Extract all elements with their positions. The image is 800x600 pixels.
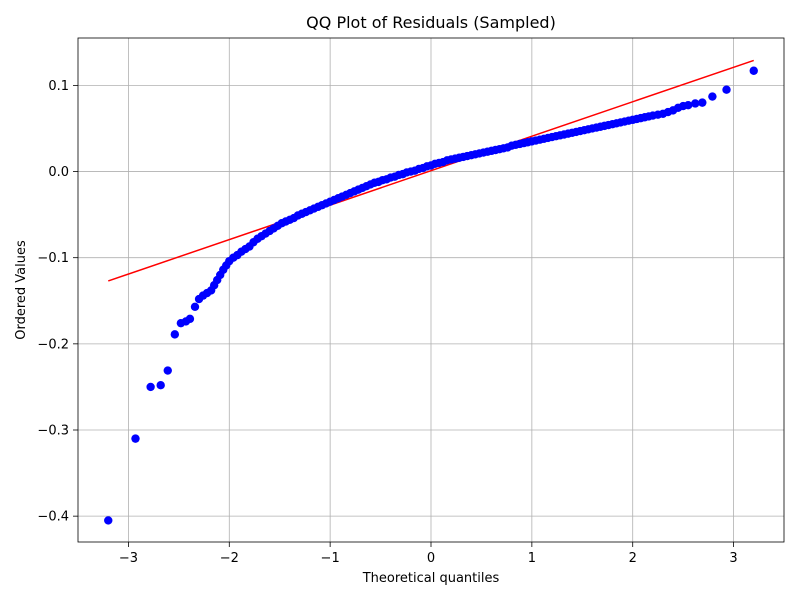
data-points-group <box>104 66 758 525</box>
data-point <box>156 381 165 390</box>
x-tick-label: −3 <box>119 551 138 566</box>
x-axis-ticks: −3 −2 −1 0 1 2 3 <box>119 542 738 566</box>
y-tick-label: 0.1 <box>48 79 69 94</box>
data-point <box>749 66 758 75</box>
data-point <box>190 302 200 311</box>
reference-fit-line <box>108 59 754 282</box>
data-point <box>722 85 731 94</box>
x-tick-label: 0 <box>427 551 435 566</box>
data-point <box>683 101 693 110</box>
data-point <box>691 99 700 108</box>
chart-title: QQ Plot of Residuals (Sampled) <box>306 13 556 32</box>
data-point <box>163 366 172 375</box>
data-point <box>170 330 180 339</box>
y-tick-label: −0.2 <box>37 337 69 352</box>
data-point <box>185 314 195 324</box>
x-axis-label: Theoretical quantiles <box>362 571 500 586</box>
x-tick-label: 2 <box>629 551 637 566</box>
y-axis-ticks: 0.1 0.0 −0.1 −0.2 −0.3 −0.4 <box>37 79 78 525</box>
data-point <box>131 434 140 443</box>
y-tick-label: −0.1 <box>37 251 69 266</box>
data-point <box>104 516 113 525</box>
y-axis-label: Ordered Values <box>14 240 29 340</box>
data-point <box>146 382 155 392</box>
y-tick-label: 0.0 <box>48 165 69 180</box>
data-point <box>698 98 707 107</box>
x-tick-label: 3 <box>729 551 737 566</box>
data-point <box>708 92 717 101</box>
x-tick-label: −1 <box>321 551 340 566</box>
reference-line-group <box>108 59 754 282</box>
y-tick-label: −0.3 <box>37 424 69 439</box>
x-tick-label: −2 <box>220 551 239 566</box>
y-tick-label: −0.4 <box>37 510 69 525</box>
x-tick-label: 1 <box>528 551 536 566</box>
